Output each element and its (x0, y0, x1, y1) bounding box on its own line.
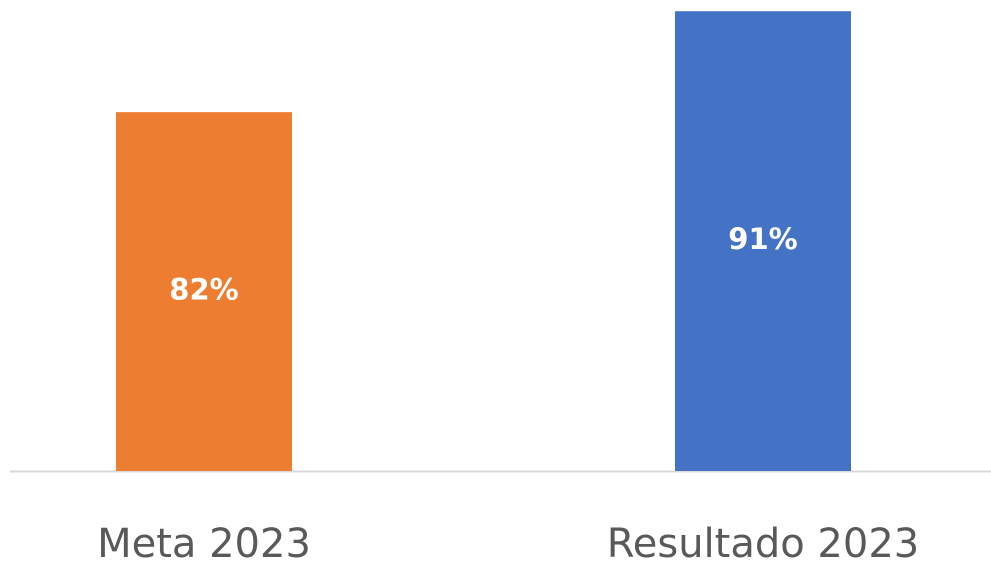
x-tick-label: Resultado 2023 (607, 521, 919, 566)
bar (675, 11, 851, 471)
bar (116, 112, 292, 472)
data-label: 91% (728, 222, 797, 256)
x-tick-label: Meta 2023 (97, 521, 311, 566)
data-label: 82% (169, 273, 238, 307)
